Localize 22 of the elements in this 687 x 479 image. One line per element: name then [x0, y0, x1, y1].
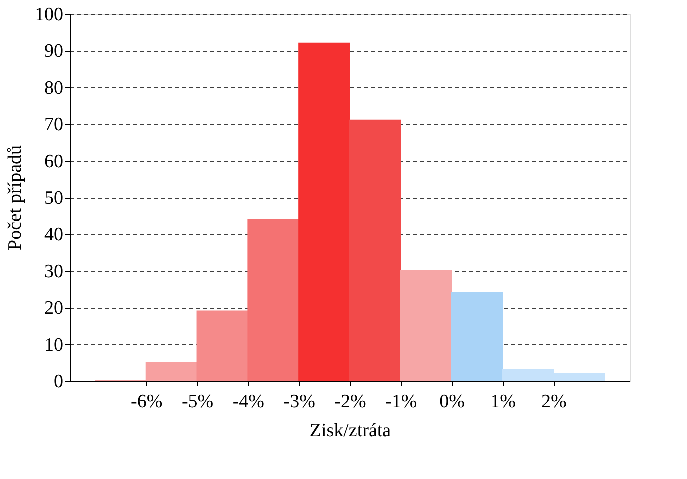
x-tick-label: -3% — [284, 392, 316, 412]
y-tick-label: 20 — [44, 298, 64, 320]
x-tick-label: -1% — [386, 392, 418, 412]
x-tick-label: -4% — [232, 392, 265, 412]
x-tick-label: -2% — [334, 392, 366, 412]
y-tick-label: 40 — [44, 224, 64, 246]
y-tick-label: 70 — [44, 114, 64, 136]
y-tick-label: 10 — [44, 334, 64, 356]
y-tick-label: 0 — [54, 372, 64, 392]
y-tick-label: 100 — [35, 4, 64, 26]
x-tick-label: 0% — [440, 392, 466, 412]
x-tick-label: -6% — [131, 392, 163, 412]
x-tick-label: -5% — [182, 392, 214, 412]
x-tick-label: 1% — [490, 392, 516, 412]
y-tick-label: 60 — [44, 151, 64, 172]
y-tick-label: 80 — [44, 78, 64, 99]
y-tick-label: 50 — [44, 188, 64, 209]
x-axis-title: Zisk/ztráta — [310, 420, 392, 442]
x-tick-label: 2% — [541, 392, 567, 412]
y-tick-label: 90 — [44, 41, 64, 62]
y-axis-title: Počet případů — [5, 145, 26, 251]
y-tick-label: 30 — [44, 261, 64, 282]
